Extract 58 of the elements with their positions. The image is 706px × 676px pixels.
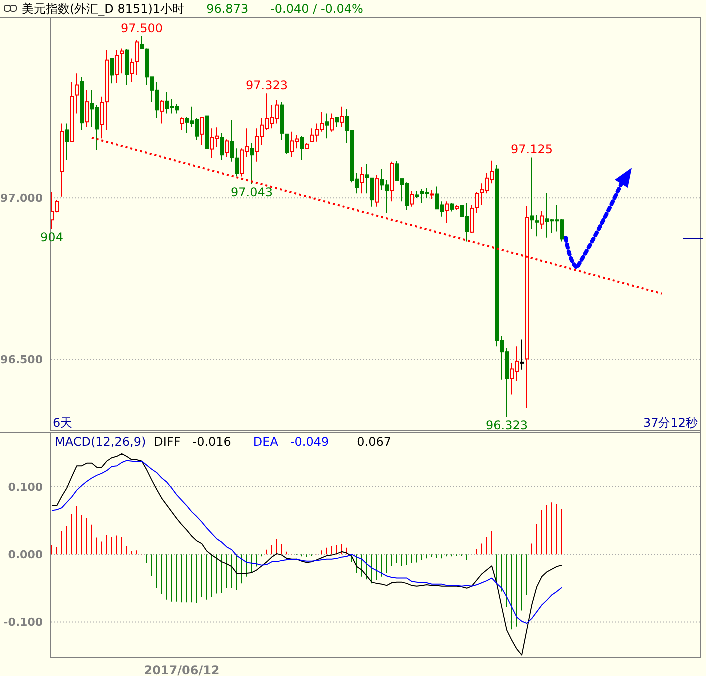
candlestick bbox=[75, 73, 79, 114]
y-tick-label: 0.000 bbox=[8, 548, 44, 562]
candlestick bbox=[365, 164, 369, 194]
candlestick bbox=[200, 116, 204, 146]
candlestick bbox=[285, 134, 289, 155]
text: -0.040 / -0.04% bbox=[270, 2, 364, 16]
candlestick bbox=[330, 113, 334, 132]
candlestick bbox=[180, 117, 184, 131]
y-tick-label: 97.000 bbox=[0, 192, 44, 206]
candlestick bbox=[250, 142, 254, 185]
chart-title: MACD(12,26,9) bbox=[55, 435, 146, 449]
candlestick bbox=[445, 201, 449, 224]
line-series bbox=[52, 460, 562, 624]
candlestick bbox=[540, 210, 544, 230]
chart-title: 美元指数(外汇_D 8151)1小时 bbox=[22, 2, 185, 16]
candlestick bbox=[85, 90, 89, 128]
candlestick bbox=[375, 174, 379, 208]
annotation: 6天 bbox=[53, 415, 73, 432]
candlestick bbox=[520, 339, 524, 370]
annotation: 37分12秒 bbox=[643, 415, 698, 432]
candlestick bbox=[135, 40, 139, 76]
y-tick-label: 0.100 bbox=[8, 480, 44, 494]
annotation: 97.125 bbox=[511, 142, 553, 157]
line-series bbox=[52, 453, 562, 656]
candlestick bbox=[160, 100, 164, 124]
text: DEA bbox=[253, 435, 278, 449]
candlestick bbox=[220, 132, 224, 161]
text: 96.873 bbox=[206, 2, 249, 16]
candlestick bbox=[430, 190, 434, 200]
candlestick bbox=[115, 50, 119, 84]
candlestick bbox=[120, 48, 124, 74]
candlestick bbox=[300, 136, 304, 161]
y-tick-label: 96.500 bbox=[0, 354, 44, 367]
annotation: 97.500 bbox=[121, 21, 163, 36]
series-label: DIFF bbox=[154, 435, 181, 449]
candlestick bbox=[535, 214, 539, 238]
annotation: 96.323 bbox=[486, 418, 528, 433]
candlestick bbox=[110, 58, 114, 84]
candlestick bbox=[65, 123, 69, 161]
candlestick bbox=[340, 106, 344, 128]
candlestick bbox=[530, 157, 534, 230]
candlestick bbox=[370, 178, 374, 208]
candlestick bbox=[410, 190, 414, 208]
y-tick-label: -0.100 bbox=[4, 616, 44, 630]
candlestick bbox=[140, 36, 144, 50]
candlestick bbox=[475, 191, 479, 214]
candlestick bbox=[225, 139, 229, 158]
annotation: -0.049 bbox=[290, 435, 330, 449]
annotation: 97.323 bbox=[246, 78, 288, 93]
annotation: 0.067 bbox=[357, 435, 392, 449]
annotation: -0.016 bbox=[192, 435, 232, 449]
annotation: 97.043 bbox=[231, 186, 273, 200]
annotation: 904 bbox=[40, 230, 64, 245]
candlestick bbox=[360, 166, 364, 194]
candlestick bbox=[325, 113, 329, 140]
candlestick bbox=[470, 204, 474, 234]
x-tick-label: 2017/06/12 bbox=[144, 664, 220, 676]
candlestick bbox=[130, 58, 134, 83]
